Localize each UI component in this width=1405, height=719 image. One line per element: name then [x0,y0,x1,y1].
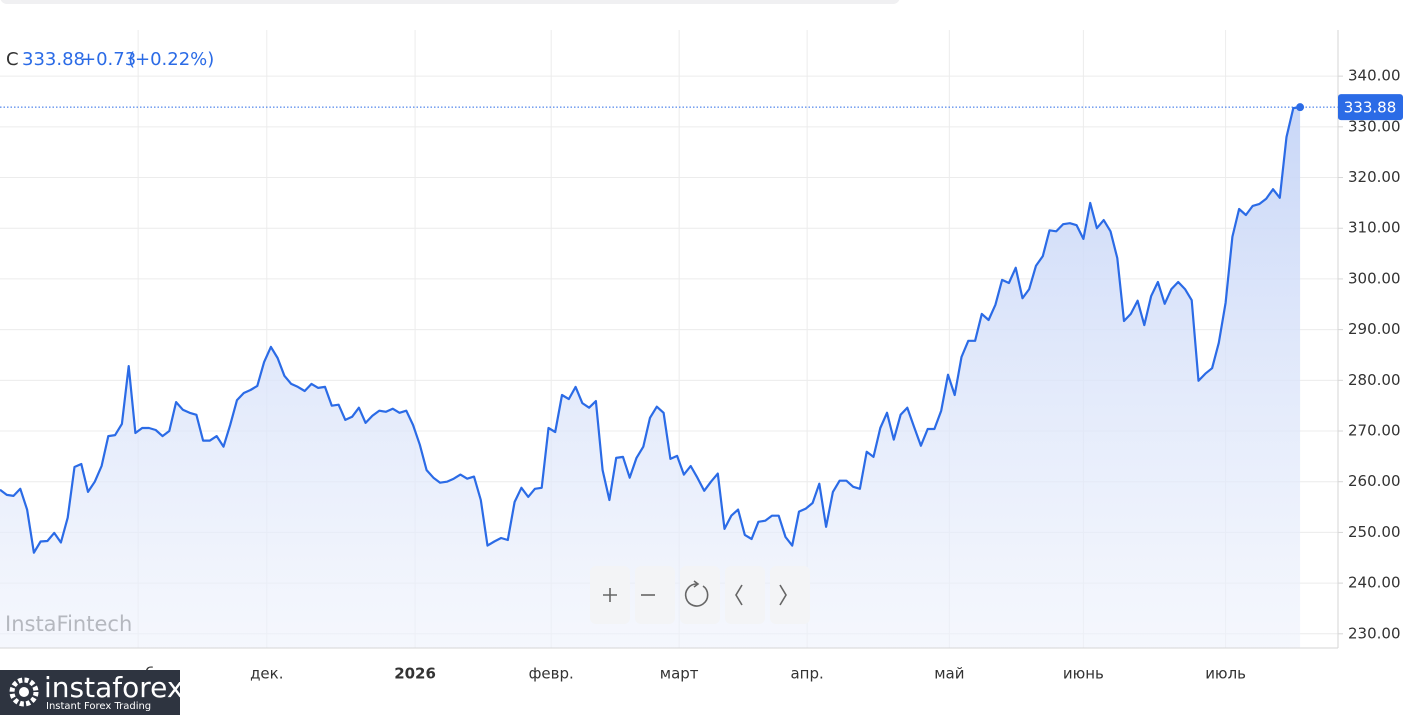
logo-tagline: Instant Forex Trading [46,701,151,712]
x-tick-label: июль [1205,665,1246,683]
zoom-in-icon [603,588,617,602]
scroll-right-icon [779,584,787,606]
y-tick-label: 340.00 [1348,67,1401,85]
x-tick-label: март [660,665,699,683]
x-tick-label: май [934,665,964,683]
y-tick-label: 250.00 [1348,523,1401,541]
price-tag [1338,94,1403,121]
legend-change-pct: (+0.22%) [128,49,214,70]
top-bar [0,0,900,4]
x-tick-label: февр. [529,665,574,683]
reset-icon [684,583,709,607]
logo-box [0,670,180,715]
reset-button[interactable] [680,566,720,624]
legend-label: C [6,49,19,70]
price-tag-label: 333.88 [1344,99,1397,117]
y-tick-label: 310.00 [1348,219,1401,237]
x-tick-label: июнь [1063,665,1104,683]
y-tick-label: 290.00 [1348,320,1401,338]
logo-icon [9,677,39,707]
y-tick-label: 320.00 [1348,168,1401,186]
logo-icon-core [19,687,29,697]
scroll-right-button[interactable] [770,566,810,624]
y-tick-label: 270.00 [1348,422,1401,440]
y-tick-label: 280.00 [1348,371,1401,389]
watermark: InstaFintech [5,612,132,636]
x-tick-label: дек. [250,665,283,683]
line [0,106,1301,554]
legend-value: 333.88 [22,49,85,70]
y-tick-label: 230.00 [1348,624,1401,642]
scroll-left-icon [735,584,743,606]
reset-arrow [693,580,700,588]
y-tick-label: 330.00 [1348,117,1401,135]
x-tick-label: апр. [790,665,823,683]
legend-change: +0.73 [81,49,136,70]
area [0,107,1301,648]
y-tick-label: 240.00 [1348,574,1401,592]
toolbar [590,566,810,624]
scroll-left-button[interactable] [725,566,765,624]
y-tick-label: 300.00 [1348,269,1401,287]
x-tick-label: 2026 [394,665,436,683]
y-tick-label: 260.00 [1348,472,1401,490]
logo-name: instaforex [44,671,183,704]
last-point [1296,103,1305,112]
logo: instaforex Instant Forex Trading [0,670,183,715]
